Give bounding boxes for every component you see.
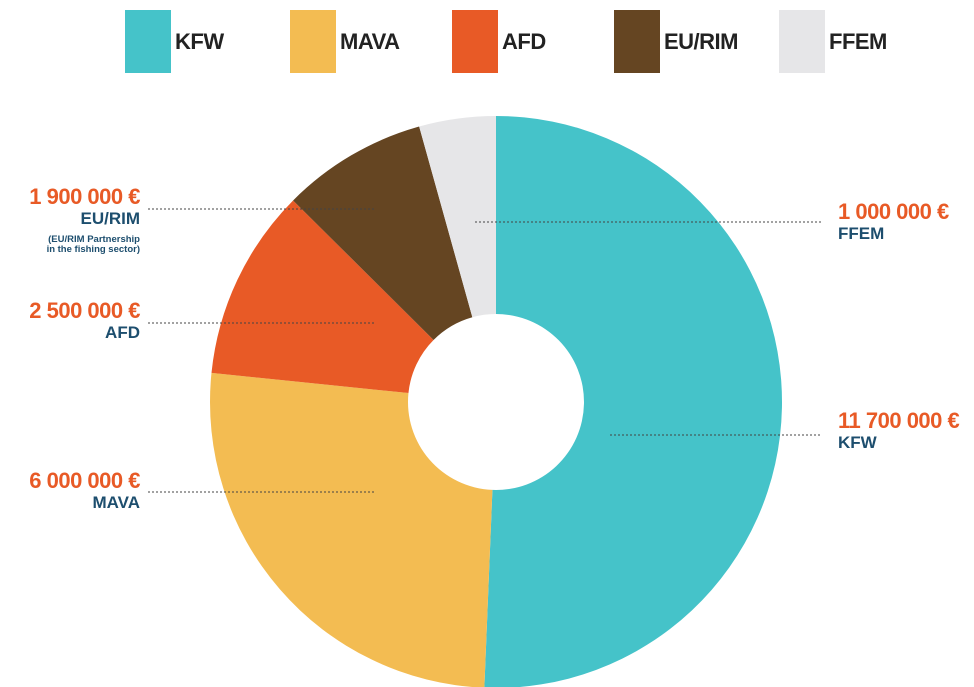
annotation: (EU/RIM Partnership in the fishing secto…	[46, 234, 140, 256]
value-label: 1 900 000 €	[29, 184, 140, 209]
value-label: 1 000 000 €	[838, 199, 949, 224]
legend-label: AFD	[502, 29, 546, 54]
category-label: KFW	[838, 433, 877, 452]
value-label: 2 500 000 €	[29, 298, 140, 323]
category-label: EU/RIM	[80, 209, 141, 228]
legend-swatch	[290, 10, 336, 73]
legend-swatch	[614, 10, 660, 73]
donut-slice	[293, 126, 473, 340]
donut-slice	[211, 200, 434, 394]
category-label: MAVA	[92, 493, 140, 512]
legend-label: MAVA	[340, 29, 400, 54]
value-label: 11 700 000 €	[838, 408, 960, 433]
category-label: AFD	[105, 323, 140, 342]
donut-slice	[419, 116, 496, 318]
legend-swatch	[452, 10, 498, 73]
legend-label: FFEM	[829, 29, 887, 54]
legend-swatch	[125, 10, 171, 73]
legend-label: EU/RIM	[664, 29, 739, 54]
legend-swatch	[779, 10, 825, 73]
donut-slice	[484, 116, 782, 687]
value-label: 6 000 000 €	[29, 468, 140, 493]
category-label: FFEM	[838, 224, 885, 243]
donut-slice	[210, 372, 493, 687]
legend-label: KFW	[175, 29, 224, 54]
